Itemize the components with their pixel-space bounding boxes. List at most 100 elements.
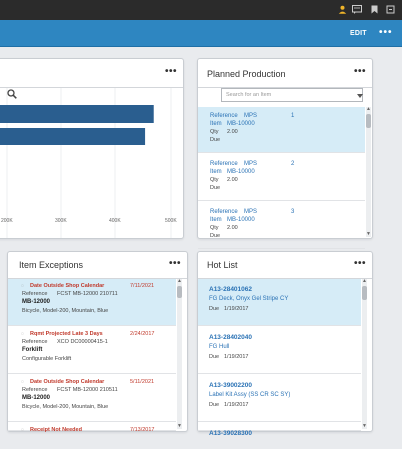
chart-more-menu[interactable]: ••• bbox=[165, 66, 178, 77]
item-label: Item bbox=[210, 217, 222, 223]
hot-list-row[interactable] bbox=[198, 375, 361, 422]
reference-label: Reference bbox=[22, 291, 48, 297]
chevron-down-icon[interactable] bbox=[357, 94, 363, 98]
bar-chart: 200K 300K 400K 500K bbox=[0, 88, 177, 238]
row-number: 2 bbox=[291, 161, 295, 167]
scroll-thumb[interactable] bbox=[177, 286, 182, 298]
item-search-input[interactable]: Search for an Item bbox=[221, 88, 363, 102]
warning-icon: ◌ bbox=[21, 283, 24, 289]
due-label: Due bbox=[209, 306, 220, 312]
item-label: Item bbox=[210, 121, 222, 127]
exception-date: 2/24/2017 bbox=[130, 331, 155, 337]
due-label: Due bbox=[209, 354, 220, 360]
exception-date: 7/11/2021 bbox=[130, 283, 155, 289]
part-number: MB-12000 bbox=[22, 299, 51, 305]
scroll-thumb[interactable] bbox=[366, 114, 371, 128]
x-tick-label: 500K bbox=[165, 218, 177, 224]
x-tick-label: 400K bbox=[109, 218, 121, 224]
planned-production-row[interactable] bbox=[198, 155, 365, 201]
item-value: MB-10000 bbox=[227, 217, 255, 223]
scroll-up-icon[interactable]: ▲ bbox=[177, 278, 182, 284]
x-tick-label: 300K bbox=[55, 218, 67, 224]
item-exceptions-more-menu[interactable]: ••• bbox=[169, 258, 182, 269]
hot-list-row[interactable] bbox=[198, 423, 361, 431]
chart-bar[interactable] bbox=[0, 128, 146, 145]
due-label: Due bbox=[210, 233, 221, 239]
hot-list-item-id[interactable]: A13-39028300 bbox=[209, 430, 253, 437]
hot-list-item-description: FG Hull bbox=[209, 344, 230, 350]
bookmark-icon[interactable] bbox=[369, 4, 379, 15]
due-label: Due bbox=[210, 137, 221, 143]
top-bar bbox=[0, 0, 402, 20]
warning-icon: ◌ bbox=[21, 331, 24, 337]
message-icon[interactable] bbox=[352, 4, 362, 15]
exception-title: Rqmt Projected Late 3 Days bbox=[30, 331, 103, 337]
planned-production-more-menu[interactable]: ••• bbox=[354, 66, 367, 77]
exception-row[interactable] bbox=[8, 327, 176, 374]
exception-title: Date Outside Shop Calendar bbox=[30, 379, 105, 385]
hot-list-row[interactable] bbox=[198, 279, 361, 326]
reference-value: FCST MB-12000 210511 bbox=[57, 387, 118, 393]
reference-label: Reference bbox=[22, 387, 48, 393]
scroll-down-icon[interactable]: ▼ bbox=[177, 423, 182, 429]
scroll-down-icon[interactable]: ▼ bbox=[362, 423, 367, 429]
hot-list-item-id[interactable]: A13-39002200 bbox=[209, 382, 253, 389]
due-label: Due bbox=[209, 402, 220, 408]
reference-value: FCST MB-12000 210711 bbox=[57, 291, 118, 297]
scroll-up-icon[interactable]: ▲ bbox=[362, 278, 367, 284]
planned-production-row[interactable] bbox=[198, 203, 365, 249]
qty-value: 2.00 bbox=[227, 177, 238, 183]
exception-row[interactable] bbox=[8, 423, 176, 431]
planned-production-scrollbar[interactable]: ▲ ▼ bbox=[366, 107, 371, 237]
part-number: Forklift bbox=[22, 347, 43, 353]
hot-list-scrollbar[interactable]: ▲ ▼ bbox=[362, 279, 367, 429]
hot-list-item-description: FG Deck, Onyx Gel Stripe CY bbox=[209, 296, 289, 302]
reference-value: MPS bbox=[244, 209, 258, 215]
exception-row[interactable] bbox=[8, 375, 176, 422]
chart-panel: ••• 200K 300K 400K 500K bbox=[0, 58, 184, 239]
item-exceptions-scrollbar[interactable]: ▲ ▼ bbox=[177, 279, 182, 429]
page-header-bar bbox=[0, 20, 402, 47]
qty-value: 2.00 bbox=[227, 225, 238, 231]
reference-label: Reference bbox=[22, 339, 48, 345]
x-tick-label: 200K bbox=[1, 218, 13, 224]
qty-value: 2.00 bbox=[227, 129, 238, 135]
exception-date: 5/11/2021 bbox=[130, 379, 155, 385]
part-number: MB-12000 bbox=[22, 395, 51, 401]
hot-list-row[interactable] bbox=[198, 327, 361, 374]
reference-label: Reference bbox=[210, 161, 238, 167]
due-label: Due bbox=[210, 185, 221, 191]
edit-button[interactable]: EDIT bbox=[350, 30, 367, 37]
item-label: Item bbox=[210, 169, 222, 175]
hot-list-more-menu[interactable]: ••• bbox=[354, 258, 367, 269]
user-icon[interactable] bbox=[337, 4, 347, 15]
reference-value: XCO DC00000415-1 bbox=[57, 339, 108, 345]
hot-list-item-id[interactable]: A13-28402040 bbox=[209, 334, 253, 341]
scroll-down-icon[interactable]: ▼ bbox=[366, 231, 371, 237]
hot-list-item-description: Label Kit Assy (SS CR SC SY) bbox=[209, 392, 291, 398]
exception-title: Receipt Not Needed bbox=[30, 427, 82, 433]
settings-icon[interactable] bbox=[385, 4, 395, 15]
reference-value: MPS bbox=[244, 161, 258, 167]
exception-row[interactable] bbox=[8, 279, 176, 326]
reference-label: Reference bbox=[210, 113, 238, 119]
scroll-up-icon[interactable]: ▲ bbox=[366, 106, 371, 112]
row-number: 3 bbox=[291, 209, 295, 215]
qty-label: Qty bbox=[210, 177, 219, 183]
reference-value: MPS bbox=[244, 113, 258, 119]
exception-title: Date Outside Shop Calendar bbox=[30, 283, 105, 289]
scroll-thumb[interactable] bbox=[362, 286, 367, 300]
warning-icon: ◌ bbox=[21, 379, 24, 385]
warning-icon: ◌ bbox=[21, 427, 24, 433]
header-more-menu[interactable]: ••• bbox=[379, 27, 393, 38]
chart-bar[interactable] bbox=[0, 105, 154, 123]
planned-production-row[interactable] bbox=[198, 107, 365, 153]
hot-list-item-id[interactable]: A13-28401062 bbox=[209, 286, 253, 293]
qty-label: Qty bbox=[210, 129, 219, 135]
part-description: Bicycle, Model-200, Mountain, Blue bbox=[22, 308, 109, 314]
reference-label: Reference bbox=[210, 209, 238, 215]
exception-date: 7/13/2017 bbox=[130, 427, 155, 433]
panel-title: Planned Production bbox=[207, 69, 286, 79]
search-icon[interactable] bbox=[7, 89, 17, 99]
part-description: Bicycle, Model-200, Mountain, Blue bbox=[22, 404, 109, 410]
